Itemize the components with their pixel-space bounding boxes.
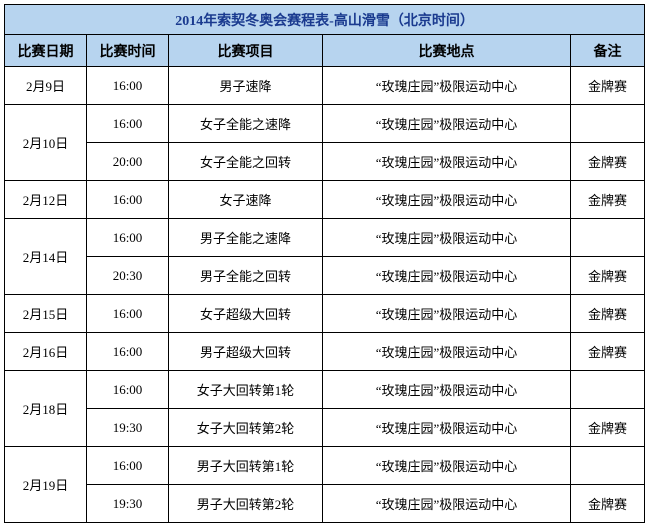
cell-time: 19:30 [87, 409, 169, 447]
cell-note: 金牌赛 [571, 295, 645, 333]
cell-event: 男子全能之速降 [169, 219, 323, 257]
cell-time: 16:00 [87, 181, 169, 219]
cell-date: 2月16日 [5, 333, 87, 371]
table-row: 19:30男子大回转第2轮“玫瑰庄园”极限运动中心金牌赛 [5, 485, 645, 523]
cell-note [571, 105, 645, 143]
cell-note: 金牌赛 [571, 409, 645, 447]
cell-note: 金牌赛 [571, 333, 645, 371]
table-body: 2月9日16:00男子速降“玫瑰庄园”极限运动中心金牌赛2月10日16:00女子… [5, 67, 645, 523]
table-row: 2月14日16:00男子全能之速降“玫瑰庄园”极限运动中心 [5, 219, 645, 257]
cell-date: 2月10日 [5, 105, 87, 181]
cell-venue: “玫瑰庄园”极限运动中心 [323, 333, 571, 371]
cell-date: 2月19日 [5, 447, 87, 523]
cell-event: 男子速降 [169, 67, 323, 105]
cell-time: 16:00 [87, 219, 169, 257]
cell-time: 16:00 [87, 105, 169, 143]
cell-venue: “玫瑰庄园”极限运动中心 [323, 181, 571, 219]
cell-time: 19:30 [87, 485, 169, 523]
cell-venue: “玫瑰庄园”极限运动中心 [323, 67, 571, 105]
cell-event: 男子大回转第1轮 [169, 447, 323, 485]
cell-date: 2月14日 [5, 219, 87, 295]
cell-venue: “玫瑰庄园”极限运动中心 [323, 485, 571, 523]
cell-venue: “玫瑰庄园”极限运动中心 [323, 257, 571, 295]
table-row: 20:30男子全能之回转“玫瑰庄园”极限运动中心金牌赛 [5, 257, 645, 295]
col-note: 备注 [571, 35, 645, 67]
col-time: 比赛时间 [87, 35, 169, 67]
cell-date: 2月18日 [5, 371, 87, 447]
table-title: 2014年索契冬奥会赛程表-高山滑雪（北京时间） [5, 5, 645, 35]
cell-event: 男子超级大回转 [169, 333, 323, 371]
cell-note: 金牌赛 [571, 257, 645, 295]
cell-event: 女子全能之回转 [169, 143, 323, 181]
col-venue: 比赛地点 [323, 35, 571, 67]
table-row: 2月10日16:00女子全能之速降“玫瑰庄园”极限运动中心 [5, 105, 645, 143]
cell-date: 2月9日 [5, 67, 87, 105]
table-row: 19:30女子大回转第2轮“玫瑰庄园”极限运动中心金牌赛 [5, 409, 645, 447]
cell-time: 16:00 [87, 295, 169, 333]
cell-note [571, 447, 645, 485]
table-row: 2月9日16:00男子速降“玫瑰庄园”极限运动中心金牌赛 [5, 67, 645, 105]
table-row: 2月16日16:00男子超级大回转“玫瑰庄园”极限运动中心金牌赛 [5, 333, 645, 371]
cell-note: 金牌赛 [571, 485, 645, 523]
cell-event: 女子大回转第2轮 [169, 409, 323, 447]
cell-time: 16:00 [87, 333, 169, 371]
table-row: 2月12日16:00女子速降“玫瑰庄园”极限运动中心金牌赛 [5, 181, 645, 219]
schedule-table: 2014年索契冬奥会赛程表-高山滑雪（北京时间） 比赛日期 比赛时间 比赛项目 … [4, 4, 645, 523]
cell-venue: “玫瑰庄园”极限运动中心 [323, 371, 571, 409]
table-row: 2月15日16:00女子超级大回转“玫瑰庄园”极限运动中心金牌赛 [5, 295, 645, 333]
cell-time: 20:00 [87, 143, 169, 181]
cell-venue: “玫瑰庄园”极限运动中心 [323, 409, 571, 447]
cell-time: 16:00 [87, 371, 169, 409]
cell-time: 16:00 [87, 67, 169, 105]
cell-date: 2月12日 [5, 181, 87, 219]
cell-venue: “玫瑰庄园”极限运动中心 [323, 105, 571, 143]
cell-event: 男子大回转第2轮 [169, 485, 323, 523]
cell-time: 16:00 [87, 447, 169, 485]
cell-note: 金牌赛 [571, 67, 645, 105]
col-event: 比赛项目 [169, 35, 323, 67]
cell-venue: “玫瑰庄园”极限运动中心 [323, 295, 571, 333]
cell-venue: “玫瑰庄园”极限运动中心 [323, 219, 571, 257]
cell-note: 金牌赛 [571, 143, 645, 181]
cell-note [571, 219, 645, 257]
cell-venue: “玫瑰庄园”极限运动中心 [323, 447, 571, 485]
cell-event: 男子全能之回转 [169, 257, 323, 295]
table-row: 2月18日16:00女子大回转第1轮“玫瑰庄园”极限运动中心 [5, 371, 645, 409]
cell-event: 女子速降 [169, 181, 323, 219]
cell-date: 2月15日 [5, 295, 87, 333]
cell-event: 女子超级大回转 [169, 295, 323, 333]
cell-note [571, 371, 645, 409]
col-date: 比赛日期 [5, 35, 87, 67]
cell-event: 女子大回转第1轮 [169, 371, 323, 409]
cell-time: 20:30 [87, 257, 169, 295]
cell-venue: “玫瑰庄园”极限运动中心 [323, 143, 571, 181]
cell-event: 女子全能之速降 [169, 105, 323, 143]
table-row: 2月19日16:00男子大回转第1轮“玫瑰庄园”极限运动中心 [5, 447, 645, 485]
table-row: 20:00女子全能之回转“玫瑰庄园”极限运动中心金牌赛 [5, 143, 645, 181]
cell-note: 金牌赛 [571, 181, 645, 219]
